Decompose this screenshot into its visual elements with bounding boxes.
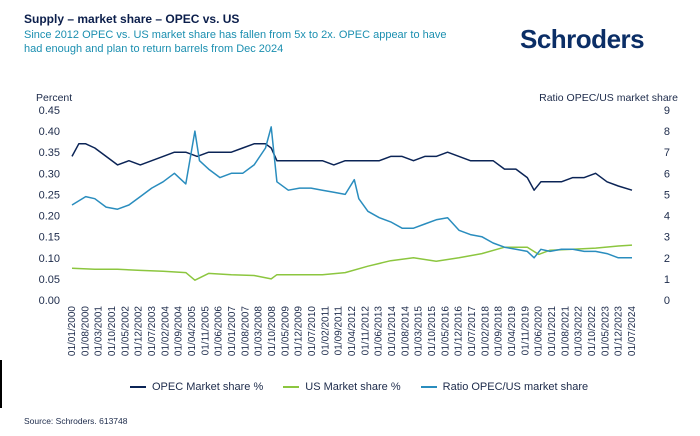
y-tick-right: 8	[664, 126, 670, 138]
x-tick-label: 01/06/2020	[534, 306, 545, 356]
y-tick-left: 0.40	[39, 126, 60, 138]
y-tick-right: 3	[664, 232, 670, 244]
x-tick-label: 01/03/2008	[254, 306, 265, 356]
x-tick-label: 01/10/2015	[427, 306, 438, 356]
x-tick-label: 01/09/2004	[174, 306, 185, 356]
y-tick-right: 1	[664, 274, 670, 286]
x-tick-label: 01/10/2001	[107, 306, 118, 356]
x-tick-label: 01/12/2002	[134, 306, 145, 356]
x-tick-label: 01/12/2016	[454, 306, 465, 356]
x-tick-label: 01/11/2019	[520, 306, 531, 356]
x-tick-label: 01/02/2011	[320, 306, 331, 356]
x-tick-label: 01/08/2021	[560, 306, 571, 356]
legend-label-opec: OPEC Market share %	[152, 381, 264, 393]
y-tick-left: 0.15	[39, 232, 60, 244]
x-tick-label: 01/06/2013	[374, 306, 385, 356]
x-tick-label: 01/09/2011	[334, 306, 345, 356]
y-tick-left: 0.05	[39, 274, 60, 286]
x-tick-label: 01/02/2018	[480, 306, 491, 356]
y-tick-left: 0.45	[39, 105, 60, 117]
x-tick-label: 01/08/2000	[80, 306, 91, 356]
x-tick-label: 01/08/2007	[240, 306, 251, 356]
x-tick-label: 01/07/2024	[627, 306, 638, 356]
legend-swatch-us	[283, 386, 300, 388]
chart-legend: OPEC Market share % US Market share % Ra…	[130, 381, 588, 393]
x-tick-label: 01/11/2005	[200, 306, 211, 356]
x-tick-label: 01/03/2015	[414, 306, 425, 356]
x-tick-label: 01/12/2009	[294, 306, 305, 356]
x-tick-label: 01/02/2004	[160, 306, 171, 356]
x-tick-label: 01/01/2007	[227, 306, 238, 356]
y-tick-left: 0.35	[39, 147, 60, 159]
y-tick-right: 5	[664, 189, 670, 201]
x-tick-label: 01/01/2021	[547, 306, 558, 356]
x-tick-label: 01/06/2006	[214, 306, 225, 356]
x-tick-label: 01/04/2005	[187, 306, 198, 356]
x-tick-label: 01/03/2022	[574, 306, 585, 356]
legend-item-opec: OPEC Market share %	[130, 381, 263, 393]
x-tick-label: 01/09/2018	[494, 306, 505, 356]
x-tick-label: 01/03/2001	[94, 306, 105, 356]
x-tick-label: 01/01/2014	[387, 306, 398, 356]
x-tick-label: 01/07/2017	[467, 306, 478, 356]
x-tick-label: 01/11/2012	[360, 306, 371, 356]
x-tick-label: 01/05/2002	[120, 306, 131, 356]
series-ratio-line	[71, 126, 632, 259]
y-axis-left-label: Percent	[36, 92, 73, 104]
schroders-logo: Schroders	[520, 24, 645, 54]
y-tick-left: 0.10	[39, 253, 60, 265]
x-tick-label: 01/08/2014	[400, 306, 411, 356]
y-tick-right: 9	[664, 105, 670, 117]
x-tick-label: 01/07/2010	[307, 306, 318, 356]
x-tick-label: 01/05/2023	[600, 306, 611, 356]
chart-plot: 0.00 0.05 0.10 0.15 0.20 0.25 0.30 0.35 0.40 0.45…	[39, 105, 670, 356]
legend-label-us: US Market share %	[305, 381, 401, 393]
legend-swatch-opec	[130, 386, 146, 388]
y-tick-right: 7	[664, 147, 670, 159]
y-tick-left: 0.00	[39, 295, 60, 307]
series-us-line	[71, 244, 633, 281]
legend-item-us: US Market share %	[283, 381, 401, 393]
y-tick-right: 2	[664, 253, 670, 265]
x-tick-label: 01/04/2012	[347, 306, 358, 356]
legend-label-ratio: Ratio OPEC/US market share	[442, 381, 589, 393]
y-tick-right: 0	[664, 295, 670, 307]
chart-title: Supply – market share – OPEC vs. US	[24, 12, 240, 26]
legend-swatch-ratio	[420, 386, 437, 388]
x-tick-label: 01/01/2000	[67, 306, 78, 356]
x-tick-label: 01/07/2003	[147, 306, 158, 356]
y-tick-left: 0.20	[39, 211, 60, 223]
series-opec-line	[71, 143, 633, 191]
chart-subtitle: Since 2012 OPEC vs. US market share has …	[24, 29, 447, 55]
y-tick-left: 0.25	[39, 189, 60, 201]
source-note: Source: Schroders. 613748	[24, 416, 128, 426]
x-tick-label: 01/10/2008	[267, 306, 278, 356]
x-tick-label: 01/05/2009	[280, 306, 291, 356]
y-axis-right-label: Ratio OPEC/US market share	[539, 92, 678, 104]
edge-divider	[0, 360, 2, 408]
legend-item-ratio: Ratio OPEC/US market share	[420, 381, 589, 393]
x-tick-label: 01/04/2019	[507, 306, 518, 356]
y-tick-right: 4	[664, 211, 670, 223]
y-tick-right: 6	[664, 168, 670, 180]
x-tick-label: 01/10/2022	[587, 306, 598, 356]
y-tick-left: 0.30	[39, 168, 60, 180]
x-tick-label: 01/05/2016	[440, 306, 451, 356]
x-tick-label: 01/12/2023	[614, 306, 625, 356]
